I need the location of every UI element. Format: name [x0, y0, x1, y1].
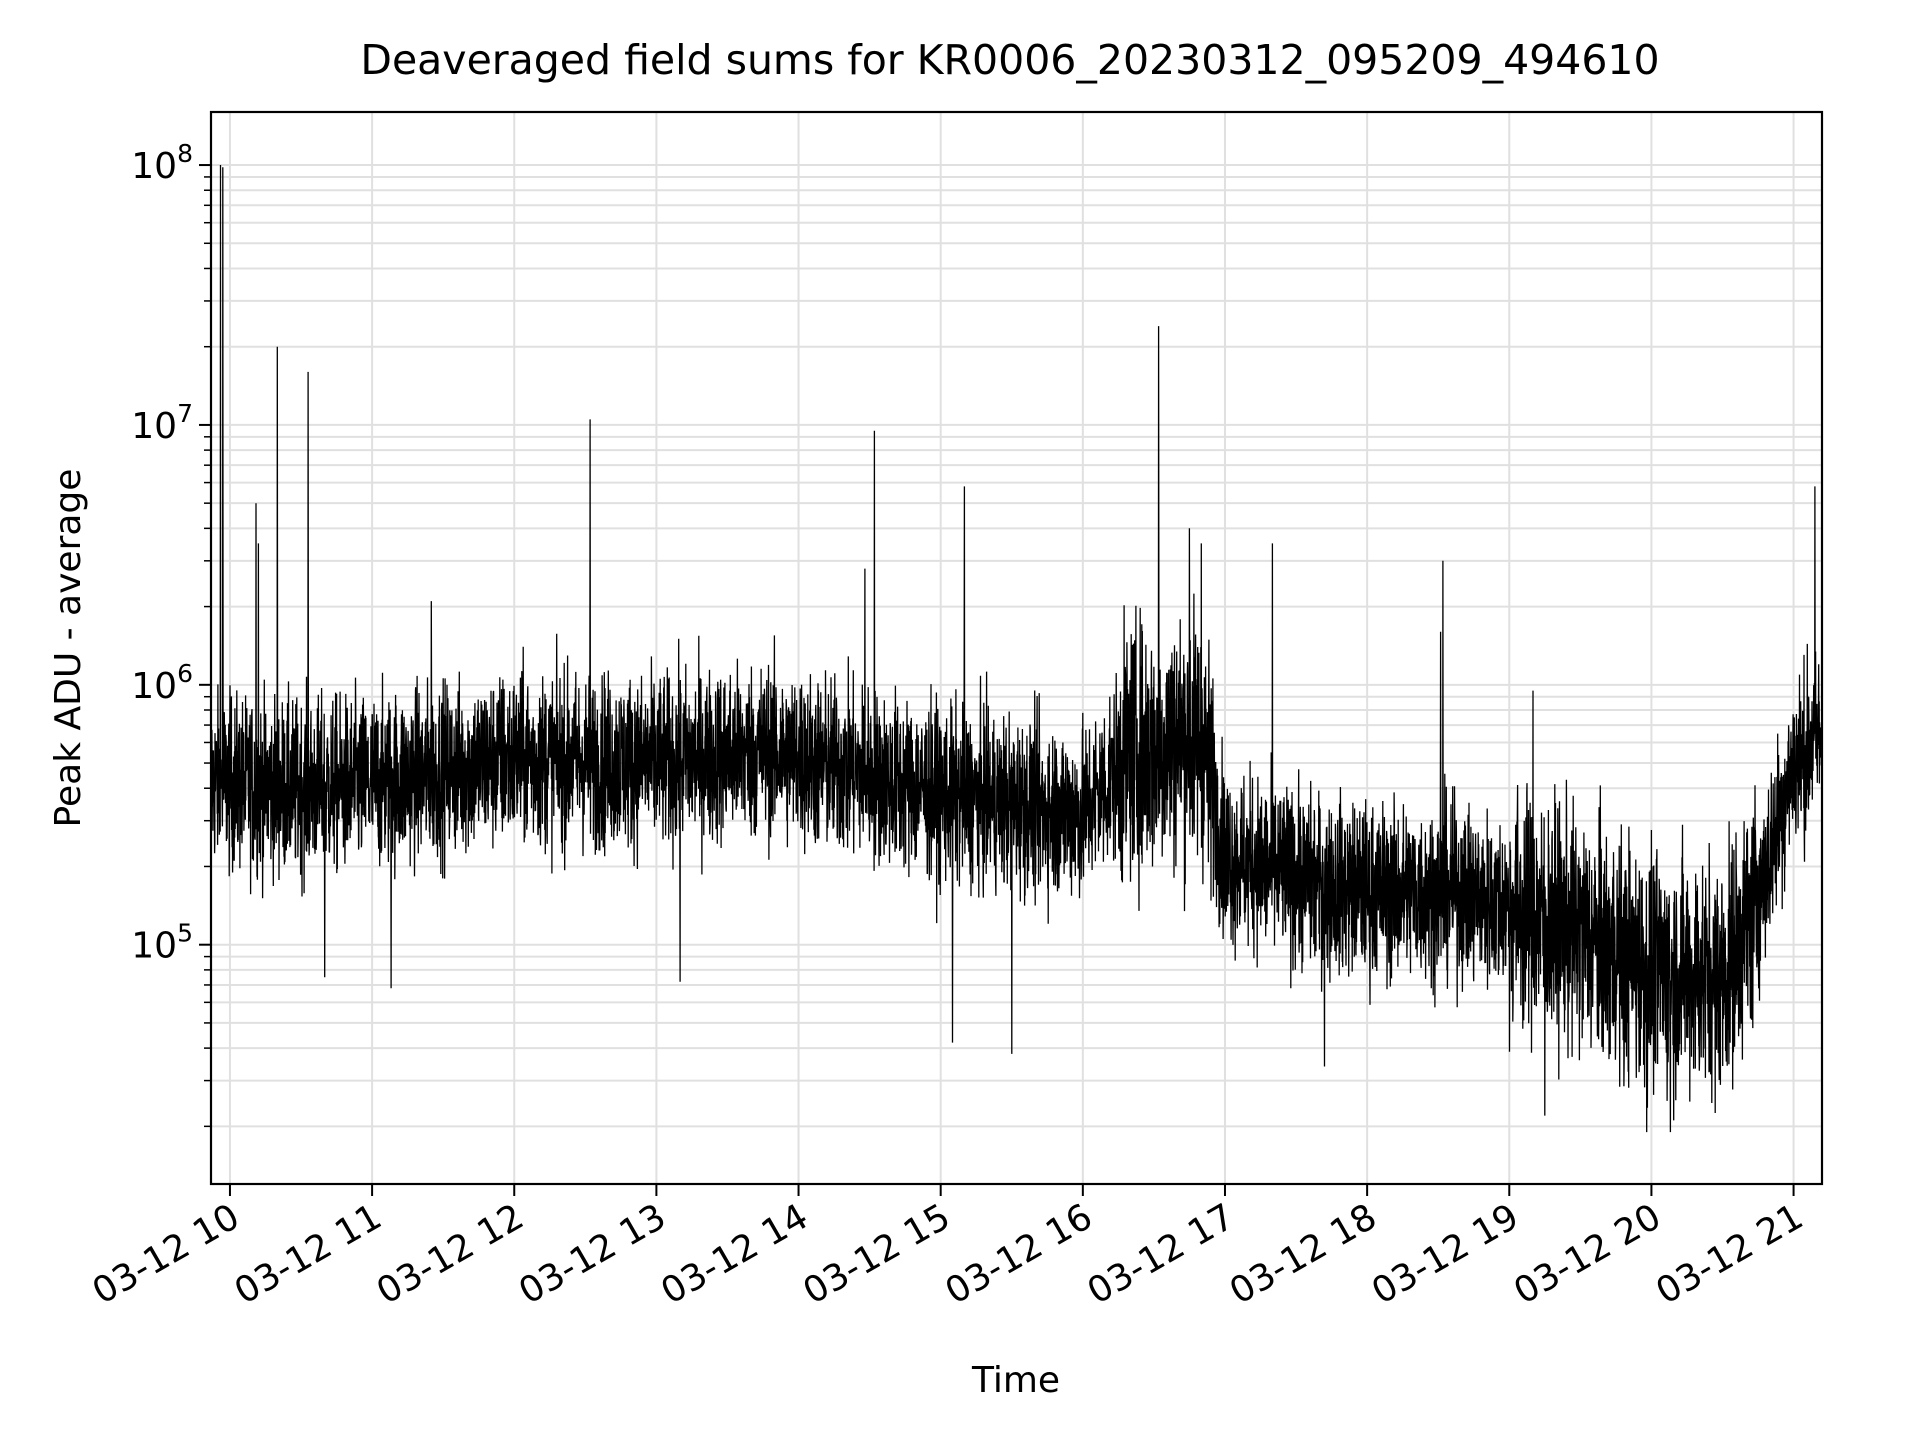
y-tick-label: 108	[131, 139, 193, 187]
x-axis-label: Time	[971, 1360, 1060, 1401]
y-tick-label: 106	[131, 659, 193, 707]
series-path	[210, 164, 1823, 1133]
chart-title: Deaveraged field sums for KR0006_2023031…	[360, 36, 1659, 84]
plot-frame	[209, 110, 1824, 1186]
y-tick-label: 105	[131, 919, 193, 967]
series-line	[210, 164, 1823, 1133]
y-tick-label: 107	[131, 399, 193, 447]
y-axis-label: Peak ADU - average	[48, 469, 89, 828]
